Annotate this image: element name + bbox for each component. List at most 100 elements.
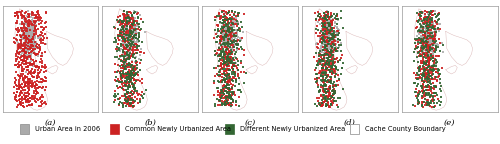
Point bbox=[324, 63, 332, 65]
Point bbox=[132, 35, 140, 37]
Point bbox=[14, 85, 22, 87]
Point bbox=[224, 99, 232, 102]
Point bbox=[346, 38, 354, 40]
Point bbox=[332, 31, 340, 33]
Point bbox=[322, 31, 330, 33]
Point bbox=[28, 37, 36, 39]
Point bbox=[424, 21, 432, 24]
Point bbox=[420, 40, 428, 42]
Point bbox=[216, 37, 224, 39]
Point bbox=[216, 39, 224, 41]
Point bbox=[430, 105, 438, 108]
Point bbox=[324, 64, 332, 66]
Point bbox=[424, 44, 432, 47]
Point bbox=[30, 36, 38, 39]
Point bbox=[22, 36, 30, 39]
Point bbox=[227, 104, 235, 106]
Point bbox=[326, 38, 334, 40]
Point bbox=[24, 36, 32, 38]
Point bbox=[426, 36, 434, 38]
Point bbox=[220, 35, 228, 37]
Point bbox=[324, 29, 332, 31]
Point bbox=[34, 11, 42, 14]
Point bbox=[232, 17, 240, 19]
Point bbox=[113, 85, 121, 88]
Point bbox=[228, 38, 236, 41]
Point bbox=[334, 61, 342, 64]
Point bbox=[329, 60, 337, 62]
Point bbox=[130, 52, 138, 55]
Point bbox=[114, 43, 122, 46]
Point bbox=[17, 27, 25, 29]
Point bbox=[136, 40, 143, 43]
Point bbox=[212, 16, 220, 18]
Point bbox=[428, 17, 436, 19]
Point bbox=[320, 58, 328, 60]
Point bbox=[20, 26, 28, 29]
Point bbox=[128, 23, 136, 25]
Point bbox=[329, 82, 337, 85]
Point bbox=[424, 98, 432, 101]
Point bbox=[425, 65, 433, 68]
Point bbox=[24, 35, 32, 37]
Point bbox=[420, 98, 428, 101]
Point bbox=[432, 64, 440, 66]
Point bbox=[18, 55, 26, 57]
Point bbox=[14, 15, 22, 17]
Point bbox=[31, 100, 39, 103]
Point bbox=[415, 19, 423, 21]
Point bbox=[134, 41, 142, 43]
Point bbox=[316, 90, 324, 92]
Point bbox=[228, 11, 236, 13]
Point bbox=[124, 45, 132, 47]
Point bbox=[120, 36, 128, 38]
Point bbox=[224, 74, 232, 76]
Point bbox=[112, 63, 120, 65]
Point bbox=[426, 38, 434, 40]
Point bbox=[426, 36, 434, 38]
Point bbox=[112, 47, 120, 50]
Point bbox=[130, 37, 138, 40]
Point bbox=[436, 82, 444, 85]
Point bbox=[124, 32, 132, 35]
Point bbox=[331, 90, 339, 92]
Point bbox=[328, 101, 336, 104]
Point bbox=[429, 96, 437, 98]
Point bbox=[38, 55, 46, 58]
Point bbox=[228, 92, 236, 94]
Point bbox=[422, 16, 430, 18]
Point bbox=[124, 36, 132, 38]
Point bbox=[38, 34, 46, 37]
Point bbox=[132, 49, 140, 51]
Point bbox=[432, 44, 440, 47]
Point bbox=[229, 58, 237, 61]
Point bbox=[220, 45, 228, 48]
Point bbox=[226, 54, 234, 57]
Point bbox=[331, 35, 339, 38]
Point bbox=[232, 34, 240, 37]
Point bbox=[216, 75, 224, 77]
Point bbox=[326, 23, 334, 26]
Point bbox=[224, 79, 232, 82]
Point bbox=[422, 75, 430, 77]
Point bbox=[126, 45, 134, 47]
Point bbox=[36, 78, 44, 80]
Point bbox=[216, 42, 224, 45]
Point bbox=[314, 100, 322, 103]
Point bbox=[432, 29, 440, 31]
Point bbox=[227, 31, 235, 34]
Point bbox=[317, 93, 325, 96]
Point bbox=[114, 92, 122, 95]
Point bbox=[234, 89, 242, 91]
Point bbox=[124, 48, 132, 50]
Point bbox=[214, 53, 222, 55]
Point bbox=[158, 38, 166, 40]
Point bbox=[325, 20, 333, 23]
Point bbox=[322, 45, 330, 48]
Point bbox=[325, 37, 333, 39]
Point bbox=[116, 32, 124, 34]
Point bbox=[327, 15, 335, 17]
Point bbox=[219, 30, 227, 32]
Point bbox=[25, 15, 33, 18]
Point bbox=[428, 100, 436, 102]
